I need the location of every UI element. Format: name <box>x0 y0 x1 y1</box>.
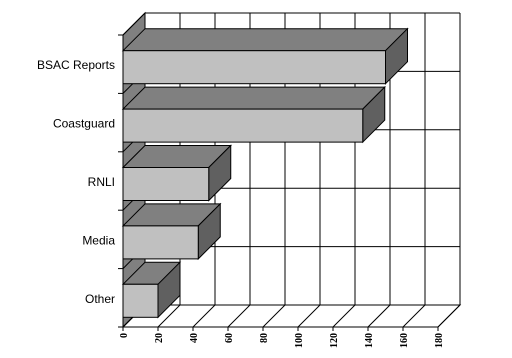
x-tick-label: 120 <box>329 333 340 348</box>
bar-1 <box>122 108 364 143</box>
category-label: RNLI <box>88 175 115 189</box>
x-tick-label: 0 <box>119 333 130 338</box>
x-tick-label: 20 <box>154 333 165 343</box>
floor-gridline <box>437 304 461 328</box>
x-tick-label: 60 <box>224 333 235 343</box>
bar-3 <box>122 225 199 260</box>
x-tick-label: 80 <box>259 333 270 343</box>
side-wall-gridline <box>122 12 146 36</box>
x-tick-label: 160 <box>399 333 410 348</box>
bar-2 <box>122 167 210 201</box>
bar-4 <box>122 283 159 318</box>
x-tick-label: 100 <box>294 333 305 348</box>
x-tick-label: 140 <box>364 333 375 348</box>
category-label: BSAC Reports <box>37 58 115 72</box>
bar-top-0 <box>121 28 409 52</box>
category-labels: BSAC Reports Coastguard RNLI Media Other <box>37 58 115 306</box>
floor-gridline <box>297 304 321 328</box>
bar-0 <box>122 50 386 85</box>
floor-gridline <box>367 304 391 328</box>
chart-bars <box>121 27 409 319</box>
floor-gridline <box>402 304 426 328</box>
bar-top-1 <box>121 86 386 110</box>
category-label: Coastguard <box>53 117 115 131</box>
floor-gridline <box>332 304 356 328</box>
floor-gridline <box>227 304 251 328</box>
x-tick-labels: 0 20 40 60 80 100 120 140 160 180 <box>119 327 445 348</box>
floor-gridline <box>157 304 181 328</box>
x-tick-label: 180 <box>434 333 445 348</box>
category-label: Media <box>82 233 115 247</box>
floor <box>121 304 462 328</box>
x-tick-label: 40 <box>189 333 200 343</box>
floor-gridline <box>192 304 216 328</box>
category-label: Other <box>85 292 115 306</box>
floor-gridline <box>262 304 286 328</box>
